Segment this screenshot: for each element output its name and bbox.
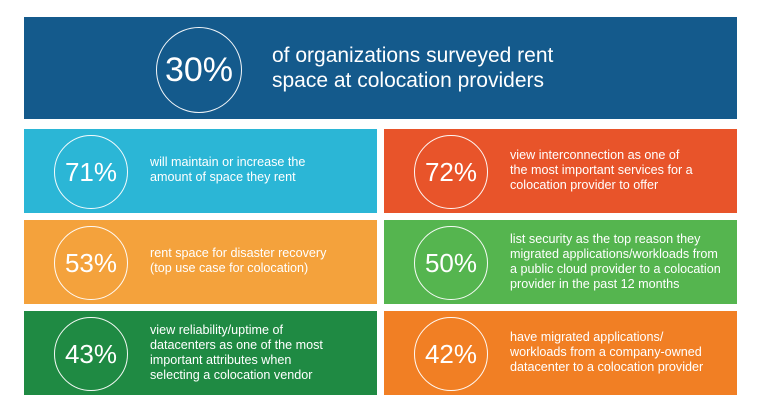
- stat-card-migration: 42% have migrated applications/ workload…: [384, 311, 737, 395]
- stat-description: rent space for disaster recovery (top us…: [150, 246, 365, 276]
- stat-text-line: workloads from a company-owned: [510, 345, 702, 359]
- stat-description: list security as the top reason they mig…: [510, 232, 725, 292]
- stat-text-line: important attributes when: [150, 353, 292, 367]
- stat-card-interconnection: 72% view interconnection as one of the m…: [384, 129, 737, 213]
- stat-percent-circle: 72%: [414, 135, 488, 209]
- stat-text-line: datacenters as one of the most: [150, 338, 323, 352]
- stat-percent-circle: 71%: [54, 135, 128, 209]
- stat-description: will maintain or increase the amount of …: [150, 155, 365, 185]
- stat-text-line: view interconnection as one of: [510, 148, 680, 162]
- stat-text-line: migrated applications/workloads from: [510, 247, 718, 261]
- stat-text-line: the most important services for a: [510, 163, 693, 177]
- stat-card-maintain-space: 71% will maintain or increase the amount…: [24, 129, 377, 213]
- stat-text-line: provider in the past 12 months: [510, 277, 680, 291]
- stat-percent-circle: 42%: [414, 317, 488, 391]
- stat-description: view interconnection as one of the most …: [510, 148, 725, 193]
- stat-text-line: colocation provider to offer: [510, 178, 659, 192]
- stat-percent-circle: 50%: [414, 226, 488, 300]
- stat-text-line: list security as the top reason they: [510, 232, 701, 246]
- stat-text-line: view reliability/uptime of: [150, 323, 283, 337]
- header-text-line: of organizations surveyed rent: [272, 44, 554, 67]
- stat-card-disaster-recovery: 53% rent space for disaster recovery (to…: [24, 220, 377, 304]
- stat-text-line: have migrated applications/: [510, 330, 664, 344]
- stat-text-line: a public cloud provider to a colocation: [510, 262, 721, 276]
- header-text: of organizations surveyed rent space at …: [272, 43, 712, 93]
- header-percent-circle: 30%: [156, 27, 242, 113]
- header-text-line: space at colocation providers: [272, 69, 544, 92]
- stat-percent-circle: 43%: [54, 317, 128, 391]
- header-banner: 30% of organizations surveyed rent space…: [24, 17, 737, 119]
- stat-percent-circle: 53%: [54, 226, 128, 300]
- stat-description: have migrated applications/ workloads fr…: [510, 330, 725, 375]
- stat-description: view reliability/uptime of datacenters a…: [150, 323, 365, 383]
- stat-card-security: 50% list security as the top reason they…: [384, 220, 737, 304]
- stat-text-line: (top use case for colocation): [150, 261, 309, 275]
- stat-text-line: selecting a colocation vendor: [150, 368, 313, 382]
- stat-card-reliability: 43% view reliability/uptime of datacente…: [24, 311, 377, 395]
- stat-text-line: amount of space they rent: [150, 170, 296, 184]
- stat-text-line: will maintain or increase the: [150, 155, 306, 169]
- stat-text-line: datacenter to a colocation provider: [510, 360, 704, 374]
- stat-text-line: rent space for disaster recovery: [150, 246, 327, 260]
